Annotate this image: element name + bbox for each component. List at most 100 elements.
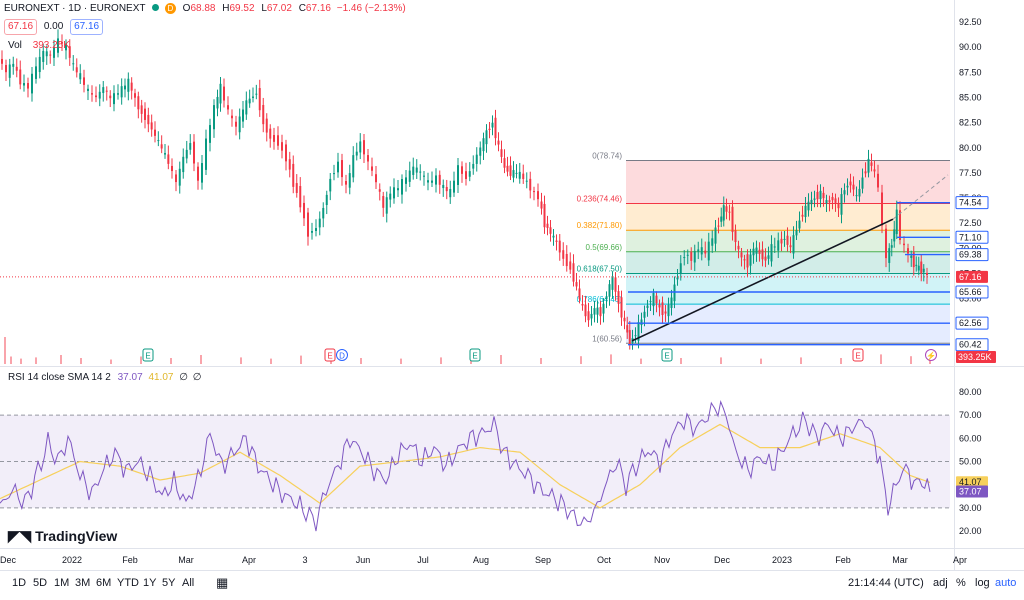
trend-line: [631, 218, 894, 342]
candle-body: [485, 130, 488, 145]
candle-body: [758, 249, 761, 254]
event-marker: [661, 348, 673, 362]
volume-bar: [680, 358, 682, 364]
calendar-icon[interactable]: ▦: [216, 575, 229, 590]
candle-body: [488, 128, 491, 131]
volume-value: 393.25K: [32, 40, 70, 51]
ask-button[interactable]: 67.16: [70, 19, 104, 35]
candle-body: [419, 171, 422, 173]
fib-level-label: 0.618(67.50): [577, 264, 623, 273]
candle-body: [697, 249, 700, 252]
candle-body: [761, 249, 764, 260]
candle-body: [831, 196, 834, 201]
volume-axis-badge: [956, 351, 996, 363]
rsi-sma-value: 41.07: [148, 372, 174, 383]
time-axis-tick-label: Apr: [242, 555, 256, 565]
symbol-name[interactable]: EURONEXT · 1D · EURONEXT: [4, 3, 146, 14]
candle-body: [175, 174, 177, 183]
high-label: H: [222, 3, 230, 14]
range-1m[interactable]: 1M: [54, 577, 70, 589]
time-axis-tick-label: 2022: [62, 555, 82, 565]
candle-body: [512, 170, 515, 178]
candle-body: [816, 191, 819, 200]
candle-body: [415, 167, 418, 173]
candle-body: [371, 166, 373, 171]
range-3m[interactable]: 3M: [75, 577, 91, 589]
candle-body: [453, 180, 455, 193]
bid-ask-row: 67.16 0.00 67.16: [4, 19, 104, 35]
candle-body: [213, 105, 215, 130]
candle-body: [572, 263, 575, 282]
adj-toggle[interactable]: adj: [933, 577, 948, 589]
time-axis-tick-label: 2023: [772, 555, 792, 565]
range-5d[interactable]: 5D: [33, 577, 48, 589]
volume-bar: [140, 356, 142, 364]
log-toggle[interactable]: log: [975, 577, 990, 589]
candle-body: [578, 288, 581, 299]
candle-body: [160, 144, 163, 149]
bid-button[interactable]: 67.16: [4, 19, 38, 35]
candle-body: [773, 246, 776, 248]
candle-body: [920, 261, 923, 274]
rsi-axis-badge-label: 37.07: [959, 486, 982, 496]
range-1y[interactable]: 1Y: [143, 577, 157, 589]
candle-body: [127, 78, 130, 92]
candle-body: [565, 253, 568, 267]
price-axis-tick-label: 85.00: [959, 92, 982, 102]
percent-toggle[interactable]: %: [956, 577, 966, 589]
range-6m[interactable]: 6M: [96, 577, 112, 589]
volume-bar: [20, 358, 22, 364]
event-marker: [142, 348, 154, 362]
price-axis-tick-label: 82.50: [959, 118, 982, 128]
candle-body: [907, 248, 909, 254]
candle-body: [658, 304, 661, 308]
close-label: C: [298, 3, 306, 14]
auto-toggle[interactable]: auto: [995, 577, 1017, 589]
candle-body: [318, 218, 321, 228]
tradingview-logo[interactable]: ◤◥ TradingView: [8, 527, 117, 545]
candle-body: [722, 205, 725, 221]
low-value: 67.02: [266, 3, 292, 14]
candle-body: [743, 259, 746, 261]
range-1d[interactable]: 1D: [12, 577, 27, 589]
clock-readout[interactable]: 21:14:44 (UTC): [848, 577, 924, 589]
price-axis-tick-label: 72.50: [959, 218, 982, 228]
candle-body: [825, 200, 828, 204]
candle-body: [614, 277, 617, 292]
candle-body: [873, 169, 876, 172]
volume-bar: [500, 355, 502, 364]
time-axis-tick-label: Mar: [892, 555, 908, 565]
candle-body: [737, 245, 740, 250]
volume-axis-badge-label: 393.25K: [958, 352, 992, 362]
candle-body: [546, 223, 549, 228]
rsi-na-1: ∅: [179, 372, 188, 383]
volume-bar: [840, 358, 842, 364]
candle-body: [109, 95, 112, 99]
candle-body: [157, 140, 160, 142]
candle-body: [770, 244, 773, 262]
range-ytd[interactable]: YTD: [117, 577, 139, 589]
candle-body: [661, 302, 664, 315]
range-all[interactable]: All: [182, 577, 195, 589]
last-price-badge: [956, 270, 988, 283]
candle-body: [245, 100, 248, 115]
candle-body: [707, 241, 710, 261]
level-axis-badge: [955, 285, 989, 299]
candle-body: [303, 202, 305, 219]
rsi-label[interactable]: RSI 14 close SMA 14 2: [8, 372, 111, 383]
candle-body: [65, 43, 67, 51]
candle-body: [792, 235, 795, 254]
time-axis-tick-label: Aug: [473, 555, 489, 565]
candle-body: [378, 189, 381, 192]
range-5y[interactable]: 5Y: [162, 577, 176, 589]
candle-body: [75, 67, 78, 73]
candle-body: [655, 295, 658, 304]
rsi-axis-tick-label: 60.00: [959, 433, 982, 443]
tradingview-logo-icon: ◤◥: [8, 528, 32, 545]
candle-body: [449, 189, 452, 198]
candle-body: [295, 183, 298, 193]
time-axis-tick-label: 3: [302, 555, 307, 565]
candle-body: [457, 165, 459, 185]
